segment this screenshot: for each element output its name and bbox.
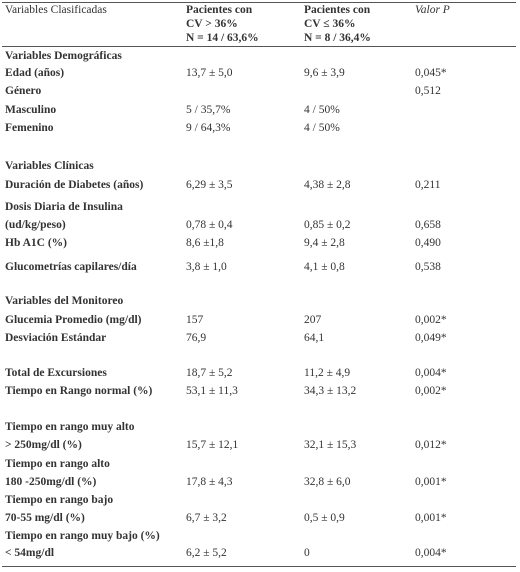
row-label: Desviación Estándar (5, 332, 107, 344)
row-group2-value: 0,85 ± 0,2 (304, 219, 351, 231)
header-variables: Variables Clasificadas (5, 4, 107, 16)
table-top-rule (2, 2, 516, 3)
row-group2-value: 64,1 (304, 332, 325, 344)
row-p-value: 0,658 (415, 219, 441, 231)
row-label: Glucometrías capilares/día (5, 261, 137, 273)
header-group2-line2: CV ≤ 36% (304, 18, 356, 30)
header-group1-line2: CV > 36% (186, 18, 238, 30)
row-group2-value: 4 / 50% (304, 104, 340, 116)
row-label: Género (5, 85, 42, 97)
row-p-value: 0,001* (415, 512, 447, 524)
row-group2-value: 11,2 ± 4,9 (304, 367, 351, 379)
row-label: 180 -250mg/dl (%) (5, 476, 97, 488)
row-label: > 250mg/dl (%) (5, 439, 82, 451)
row-p-value: 0,012* (415, 439, 447, 451)
row-group2-value: 0 (304, 547, 310, 559)
row-group1-value: 5 / 35,7% (186, 104, 231, 116)
row-group2-value: 9,4 ± 2,8 (304, 237, 345, 249)
row-label: Tiempo en rango bajo (5, 494, 114, 506)
row-p-value: 0,002* (415, 385, 447, 397)
row-label: Hb A1C (%) (5, 237, 67, 249)
row-group2-value: 4,38 ± 2,8 (304, 179, 351, 191)
row-label: Edad (años) (5, 67, 65, 79)
section-title-clinicas: Variables Clínicas (5, 160, 94, 172)
row-group1-value: 157 (186, 314, 204, 326)
row-group1-value: 17,8 ± 4,3 (186, 476, 233, 488)
row-group1-value: 6,29 ± 3,5 (186, 179, 233, 191)
row-group1-value: 0,78 ± 0,4 (186, 219, 233, 231)
row-p-value: 0,490 (415, 237, 441, 249)
row-p-value: 0,045* (415, 67, 447, 79)
header-group1-line1: Pacientes con (186, 4, 253, 16)
row-label: Tiempo en rango muy bajo (%) (5, 530, 160, 542)
row-group1-value: 8,6 ±1,8 (186, 237, 224, 249)
header-group2-line3: N = 8 / 36,4% (304, 32, 371, 44)
row-label: (ud/kg/peso) (5, 219, 66, 231)
row-p-value: 0,211 (415, 179, 441, 191)
row-label: Glucemia Promedio (mg/dl) (5, 314, 142, 326)
row-group1-value: 76,9 (186, 332, 207, 344)
row-group2-value: 4 / 50% (304, 122, 340, 134)
section-title-demograficas: Variables Demográficas (5, 50, 122, 62)
row-label: Tiempo en rango alto (5, 458, 110, 470)
row-group2-value: 0,5 ± 0,9 (304, 512, 345, 524)
row-p-value: 0,512 (415, 85, 441, 97)
row-p-value: 0,004* (415, 547, 447, 559)
row-group2-value: 4,1 ± 0,8 (304, 261, 345, 273)
row-group1-value: 53,1 ± 11,3 (186, 385, 238, 397)
row-label: Tiempo en rango muy alto (5, 421, 135, 433)
row-p-value: 0,538 (415, 261, 441, 273)
row-group1-value: 18,7 ± 5,2 (186, 367, 233, 379)
row-label: Masculino (5, 104, 57, 116)
section-title-monitoreo: Variables del Monitoreo (5, 295, 124, 307)
header-group1-line3: N = 14 / 63,6% (186, 32, 259, 44)
row-label: 70-55 mg/dl (%) (5, 512, 85, 524)
row-group2-value: 207 (304, 314, 322, 326)
table-bottom-rule (2, 566, 516, 567)
row-p-value: 0,004* (415, 367, 447, 379)
header-p-value: Valor P (415, 4, 450, 16)
row-group1-value: 6,7 ± 3,2 (186, 512, 227, 524)
row-label: < 54mg/dl (5, 547, 55, 559)
header-group2-line1: Pacientes con (304, 4, 371, 16)
row-p-value: 0,002* (415, 314, 447, 326)
row-p-value: 0,049* (415, 332, 447, 344)
row-group1-value: 15,7 ± 12,1 (186, 439, 239, 451)
row-label: Total de Excursiones (5, 367, 107, 379)
row-label: Femenino (5, 122, 54, 134)
row-label: Dosis Diaria de Insulina (5, 201, 123, 213)
row-group1-value: 13,7 ± 5,0 (186, 67, 233, 79)
row-group2-value: 32,1 ± 15,3 (304, 439, 357, 451)
row-group2-value: 9,6 ± 3,9 (304, 67, 345, 79)
row-group1-value: 6,2 ± 5,2 (186, 547, 227, 559)
row-group1-value: 3,8 ± 1,0 (186, 261, 227, 273)
row-p-value: 0,001* (415, 476, 447, 488)
row-group1-value: 9 / 64,3% (186, 122, 231, 134)
row-group2-value: 32,8 ± 6,0 (304, 476, 351, 488)
row-label: Duración de Diabetes (años) (5, 179, 144, 191)
row-label: Tiempo en Rango normal (%) (5, 385, 153, 397)
header-bottom-rule (2, 46, 516, 47)
row-group2-value: 34,3 ± 13,2 (304, 385, 357, 397)
